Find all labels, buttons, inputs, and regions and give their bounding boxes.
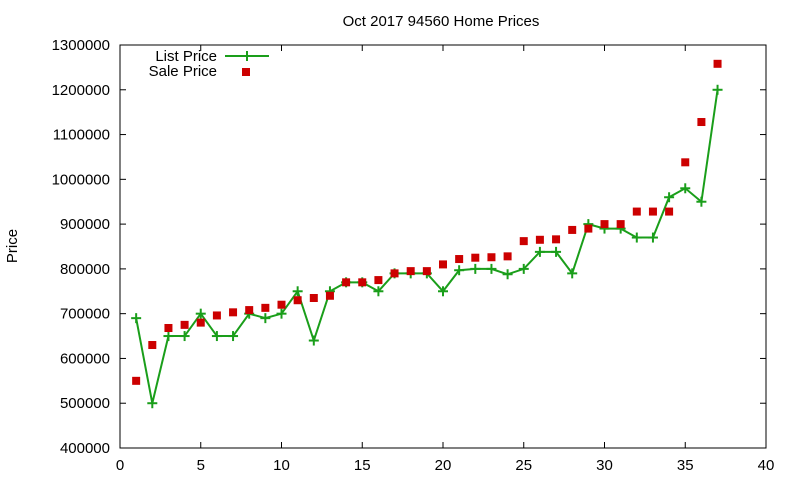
sale-price-point <box>148 341 157 350</box>
sale-price-point <box>455 255 464 264</box>
y-tick-label: 900000 <box>60 216 110 233</box>
list-price-point <box>631 232 642 243</box>
sale-price-point <box>681 158 690 167</box>
list-price-point <box>518 263 529 274</box>
y-tick-label: 800000 <box>60 261 110 278</box>
list-price-point <box>276 308 287 319</box>
list-price-point <box>647 232 658 243</box>
sale-price-point <box>261 303 270 312</box>
y-tick-label: 400000 <box>60 440 110 457</box>
sale-price-point <box>665 207 674 216</box>
y-axis-label: Price <box>4 229 21 263</box>
sale-price-point <box>293 296 302 305</box>
list-price-point <box>147 398 158 409</box>
sale-price-point <box>277 300 286 309</box>
sale-price-point <box>325 291 334 300</box>
sale-price-point <box>584 224 593 233</box>
x-tick-label: 5 <box>197 457 205 474</box>
list-price-line <box>135 89 719 404</box>
axes: 400000 500000 600000 700000 800000 900000 1000… <box>52 37 775 474</box>
sale-price-point <box>697 118 706 127</box>
list-price-point <box>373 286 384 297</box>
plot-frame <box>119 44 767 449</box>
sale-price-point <box>390 269 399 278</box>
sale-price-point <box>212 311 221 320</box>
sale-price-point <box>471 253 480 262</box>
x-tick-label: 20 <box>435 457 452 474</box>
list-price-point <box>502 269 513 280</box>
sale-price-point <box>568 225 577 234</box>
x-tick-label: 30 <box>596 457 613 474</box>
list-price-point <box>163 331 174 342</box>
list-price-point <box>308 335 319 346</box>
list-price-point <box>712 84 723 95</box>
sale-price-point <box>600 220 609 229</box>
list-price-point <box>486 263 497 274</box>
sale-price-point <box>196 318 205 327</box>
series-list-price <box>131 84 723 409</box>
sale-price-point <box>487 253 496 262</box>
legend-label-sale-price: Sale Price <box>149 63 217 80</box>
legend-marker-list-price <box>242 51 252 61</box>
x-tick-label: 15 <box>354 457 371 474</box>
list-price-point <box>211 331 222 342</box>
x-tick-label: 0 <box>116 457 124 474</box>
sale-price-point <box>309 293 318 302</box>
sale-price-point <box>632 207 641 216</box>
list-price-point <box>567 268 578 279</box>
list-price-point <box>534 246 545 257</box>
list-price-point <box>438 286 448 297</box>
list-price-point <box>470 263 481 274</box>
sale-price-point <box>342 278 351 287</box>
list-price-point <box>179 331 190 342</box>
sale-price-point <box>503 252 512 261</box>
sale-price-point <box>713 59 722 68</box>
sale-price-point <box>358 278 367 287</box>
x-tick-label: 10 <box>273 457 290 474</box>
list-price-point <box>228 331 239 342</box>
sale-price-point <box>180 320 189 329</box>
legend-label-list-price: List Price <box>155 48 217 65</box>
y-tick-label: 600000 <box>60 350 110 367</box>
y-tick-label: 1000000 <box>52 171 110 188</box>
list-price-point <box>260 313 271 324</box>
sale-price-point <box>164 323 173 332</box>
sale-price-point <box>229 308 238 317</box>
y-tick-label: 1100000 <box>53 127 110 144</box>
sale-price-point <box>616 220 625 229</box>
list-price-point <box>292 286 303 297</box>
list-price-point <box>195 308 206 319</box>
sale-price-point <box>439 260 447 269</box>
plot-area <box>131 59 723 409</box>
y-tick-label: 1300000 <box>52 37 110 54</box>
chart-title: Oct 2017 94560 Home Prices <box>343 13 540 30</box>
sale-price-point <box>535 235 544 244</box>
sale-price-point <box>132 376 141 385</box>
list-price-point <box>664 192 675 203</box>
list-price-point <box>131 313 142 324</box>
sale-price-point <box>245 306 254 315</box>
y-tick-label: 1200000 <box>52 82 110 99</box>
sale-price-point <box>519 237 528 246</box>
list-price-point <box>680 183 691 194</box>
sale-price-point <box>552 235 561 244</box>
sale-price-point <box>406 267 415 276</box>
x-tick-label: 35 <box>677 457 694 474</box>
x-tick-label: 40 <box>758 457 775 474</box>
x-tick-label: 25 <box>515 457 532 474</box>
y-tick-label: 700000 <box>60 306 110 323</box>
y-tick-label: 500000 <box>60 395 110 412</box>
series-sale-price <box>132 59 722 385</box>
sale-price-point <box>422 267 431 276</box>
sale-price-point <box>374 276 383 285</box>
list-price-point <box>696 196 707 207</box>
legend-marker-sale-price <box>242 68 250 76</box>
list-price-point <box>551 246 562 257</box>
list-price-point <box>454 265 465 276</box>
sale-price-point <box>648 207 657 216</box>
